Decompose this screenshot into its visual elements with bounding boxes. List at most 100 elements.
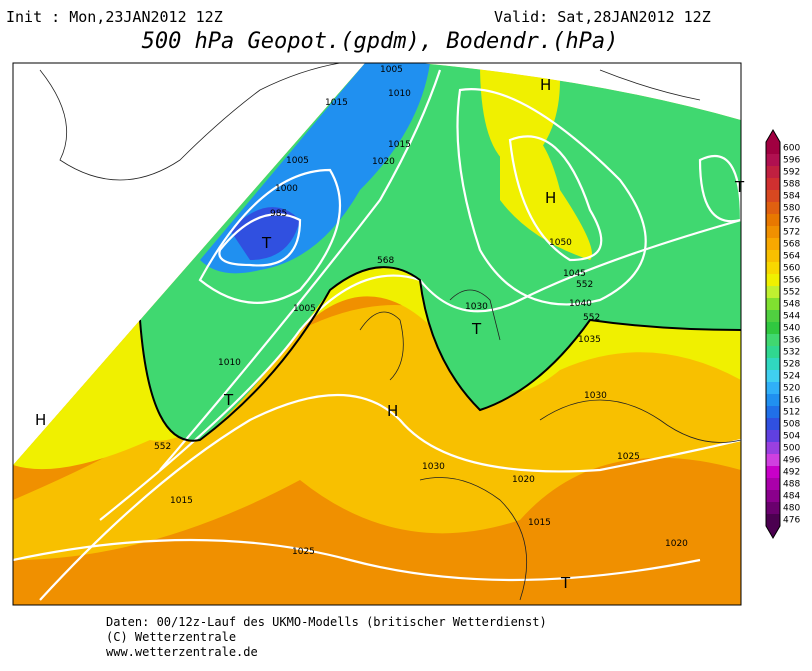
colorbar-label: 528 bbox=[783, 360, 800, 370]
isobar-label: 1010 bbox=[218, 358, 241, 368]
isobar-label: 1030 bbox=[465, 302, 488, 312]
colorbar-segment bbox=[766, 214, 780, 226]
colorbar-label: 476 bbox=[783, 516, 800, 526]
colorbar-segment bbox=[766, 238, 780, 250]
isobar-label: 1005 bbox=[293, 304, 316, 314]
pressure-center: H bbox=[35, 411, 46, 429]
isobar-label: 1020 bbox=[372, 157, 395, 167]
colorbar-segment bbox=[766, 202, 780, 214]
colorbar-label: 592 bbox=[783, 168, 800, 178]
colorbar-label: 548 bbox=[783, 300, 800, 310]
colorbar-segment bbox=[766, 358, 780, 370]
pressure-center: T bbox=[471, 320, 482, 338]
colorbar-label: 520 bbox=[783, 384, 800, 394]
colorbar-segment bbox=[766, 310, 780, 322]
isobar-label: 985 bbox=[270, 209, 287, 219]
colorbar-label: 560 bbox=[783, 264, 800, 274]
isobar-label: 568 bbox=[377, 256, 394, 266]
colorbar-label: 544 bbox=[783, 312, 800, 322]
pressure-center: T bbox=[734, 178, 745, 196]
isobar-label: 1020 bbox=[665, 539, 688, 549]
isobar-label: 1015 bbox=[528, 518, 551, 528]
colorbar-label: 516 bbox=[783, 396, 800, 406]
isobar-label: 1035 bbox=[578, 335, 601, 345]
pressure-center: T bbox=[261, 234, 272, 252]
colorbar-label: 500 bbox=[783, 444, 800, 454]
colorbar-label: 556 bbox=[783, 276, 800, 286]
colorbar-segment bbox=[766, 178, 780, 190]
isobar-label: 1050 bbox=[549, 238, 572, 248]
colorbar: 600 596 592 588 584 580 576 572 568 564 560 556 552 5… bbox=[765, 129, 800, 539]
colorbar-segment bbox=[766, 346, 780, 358]
field-darkblue bbox=[230, 207, 300, 260]
colorbar-segment bbox=[766, 262, 780, 274]
isobar-label: 1015 bbox=[170, 496, 193, 506]
isobar-label: 552 bbox=[576, 280, 593, 290]
pressure-center: T bbox=[223, 391, 234, 409]
colorbar-segment bbox=[766, 442, 780, 454]
outside-area bbox=[13, 63, 741, 465]
pressure-center: T bbox=[560, 574, 571, 592]
colorbar-segment bbox=[766, 274, 780, 286]
colorbar-segment bbox=[766, 190, 780, 202]
colorbar-label: 496 bbox=[783, 456, 800, 466]
colorbar-segment bbox=[766, 406, 780, 418]
isobar-label: 1025 bbox=[617, 452, 640, 462]
colorbar-segment bbox=[766, 226, 780, 238]
colorbar-segment bbox=[766, 142, 780, 154]
colorbar-label: 564 bbox=[783, 252, 800, 262]
colorbar-segment bbox=[766, 418, 780, 430]
colorbar-segment bbox=[766, 502, 780, 514]
colorbar-segment bbox=[766, 478, 780, 490]
colorbar-label: 588 bbox=[783, 180, 800, 190]
isobar-label: 1030 bbox=[584, 391, 607, 401]
colorbar-label: 596 bbox=[783, 156, 800, 166]
pressure-center: H bbox=[387, 402, 398, 420]
colorbar-label: 512 bbox=[783, 408, 800, 418]
init-time: Init : Mon,23JAN2012 12Z bbox=[6, 8, 223, 26]
isobar-label: 1025 bbox=[292, 547, 315, 557]
map-labels: 1005 1015 1010 1015 1020 1005 1000 985 T H H T 1050 1… bbox=[35, 65, 745, 592]
colorbar-segment bbox=[766, 322, 780, 334]
colorbar-label: 492 bbox=[783, 468, 800, 478]
pressure-center: H bbox=[540, 76, 551, 94]
footer-source: Daten: 00/12z-Lauf des UKMO-Modells (bri… bbox=[106, 615, 547, 629]
isobar-label: 1015 bbox=[388, 140, 411, 150]
isobar-label: 1005 bbox=[380, 65, 403, 75]
colorbar-label: 580 bbox=[783, 204, 800, 214]
colorbar-label: 600 bbox=[783, 144, 800, 154]
colorbar-segment bbox=[766, 514, 780, 526]
isobar-label: 552 bbox=[583, 313, 600, 323]
map-title: 500 hPa Geopot.(gpdm), Bodendr.(hPa) bbox=[142, 29, 619, 54]
colorbar-segment bbox=[766, 466, 780, 478]
colorbar-label: 540 bbox=[783, 324, 800, 334]
colorbar-segment bbox=[766, 430, 780, 442]
colorbar-label: 480 bbox=[783, 504, 800, 514]
colorbar-label: 504 bbox=[783, 432, 800, 442]
colorbar-label: 572 bbox=[783, 228, 800, 238]
isobar-label: 1005 bbox=[286, 156, 309, 166]
colorbar-label: 536 bbox=[783, 336, 800, 346]
colorbar-segment bbox=[766, 298, 780, 310]
colorbar-segment bbox=[766, 334, 780, 346]
colorbar-label: 584 bbox=[783, 192, 800, 202]
colorbar-segment bbox=[766, 382, 780, 394]
isobar-label: 1010 bbox=[388, 89, 411, 99]
colorbar-label: 568 bbox=[783, 240, 800, 250]
footer-url: www.wetterzentrale.de bbox=[106, 645, 258, 659]
colorbar-bottom-cap bbox=[766, 526, 780, 538]
colorbar-segment bbox=[766, 250, 780, 262]
colorbar-outline bbox=[765, 129, 781, 539]
colorbar-segment bbox=[766, 154, 780, 166]
isobar-label: 1000 bbox=[275, 184, 298, 194]
pressure-center: H bbox=[545, 189, 556, 207]
colorbar-segment bbox=[766, 490, 780, 502]
colorbar-label: 484 bbox=[783, 492, 800, 502]
colorbar-segment bbox=[766, 286, 780, 298]
isobar-label: 1045 bbox=[563, 269, 586, 279]
colorbar-segment bbox=[766, 166, 780, 178]
colorbar-label: 508 bbox=[783, 420, 800, 430]
field-yellow-north bbox=[500, 126, 592, 260]
